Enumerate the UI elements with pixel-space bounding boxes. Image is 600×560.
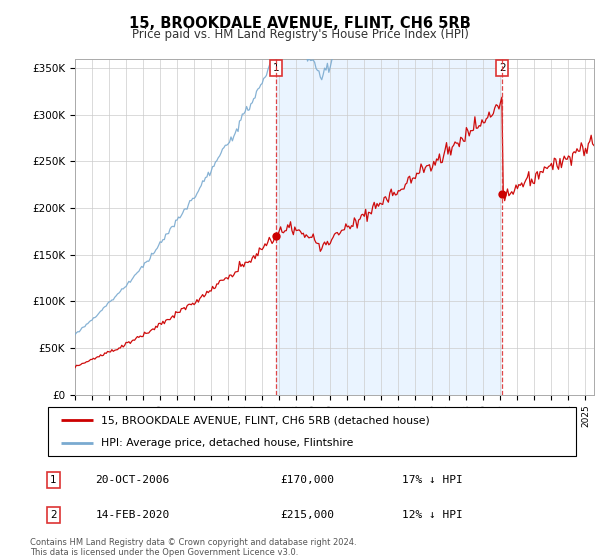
Text: 17% ↓ HPI: 17% ↓ HPI (402, 475, 463, 485)
Text: £170,000: £170,000 (280, 475, 334, 485)
Text: 2: 2 (499, 63, 505, 73)
Bar (276, 59, 502, 395)
Text: Price paid vs. HM Land Registry's House Price Index (HPI): Price paid vs. HM Land Registry's House … (131, 28, 469, 41)
Text: 1: 1 (272, 63, 279, 73)
Text: 12% ↓ HPI: 12% ↓ HPI (402, 510, 463, 520)
Text: HPI: Average price, detached house, Flintshire: HPI: Average price, detached house, Flin… (101, 438, 353, 448)
Text: £215,000: £215,000 (280, 510, 334, 520)
Text: 15, BROOKDALE AVENUE, FLINT, CH6 5RB (detached house): 15, BROOKDALE AVENUE, FLINT, CH6 5RB (de… (101, 416, 430, 426)
Text: 14-FEB-2020: 14-FEB-2020 (95, 510, 170, 520)
Text: 2: 2 (50, 510, 56, 520)
FancyBboxPatch shape (48, 407, 576, 456)
Text: 20-OCT-2006: 20-OCT-2006 (95, 475, 170, 485)
Text: 15, BROOKDALE AVENUE, FLINT, CH6 5RB: 15, BROOKDALE AVENUE, FLINT, CH6 5RB (129, 16, 471, 31)
Text: 1: 1 (50, 475, 56, 485)
Text: Contains HM Land Registry data © Crown copyright and database right 2024.
This d: Contains HM Land Registry data © Crown c… (30, 538, 356, 557)
